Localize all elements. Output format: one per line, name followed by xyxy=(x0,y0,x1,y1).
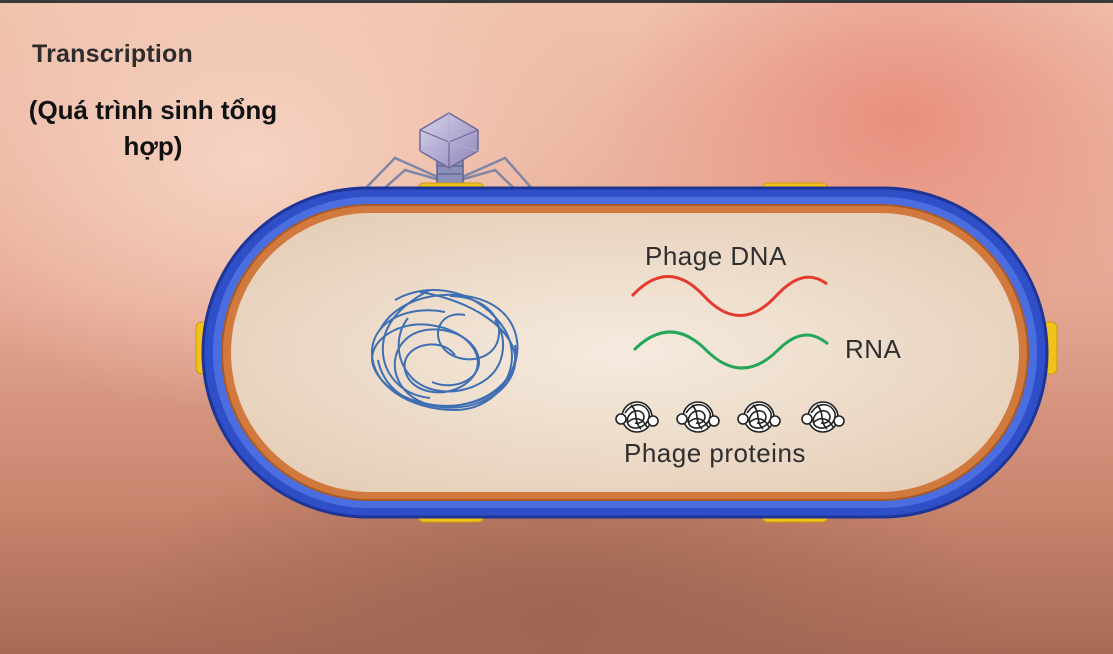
slide-title: Transcription xyxy=(32,40,193,68)
slide-subtitle: (Quá trình sinh tổng hợp) xyxy=(28,95,278,161)
bacteriophage xyxy=(361,112,536,195)
rna-strand xyxy=(632,330,829,370)
rna-label: RNA xyxy=(845,334,902,364)
phage-protein xyxy=(676,401,720,433)
phage-protein-group xyxy=(615,401,845,433)
phage-dna-label: Phage DNA xyxy=(645,241,787,271)
top-border-line xyxy=(0,0,1113,3)
phage-head xyxy=(419,112,479,169)
phage-proteins-label: Phage proteins xyxy=(624,438,806,468)
phage-protein xyxy=(801,401,845,433)
phage-protein xyxy=(737,401,781,433)
host-chromosome xyxy=(370,289,519,412)
phage-protein xyxy=(615,401,659,433)
phage-tail-fibers xyxy=(361,156,536,195)
phage-dna-strand xyxy=(630,275,828,317)
